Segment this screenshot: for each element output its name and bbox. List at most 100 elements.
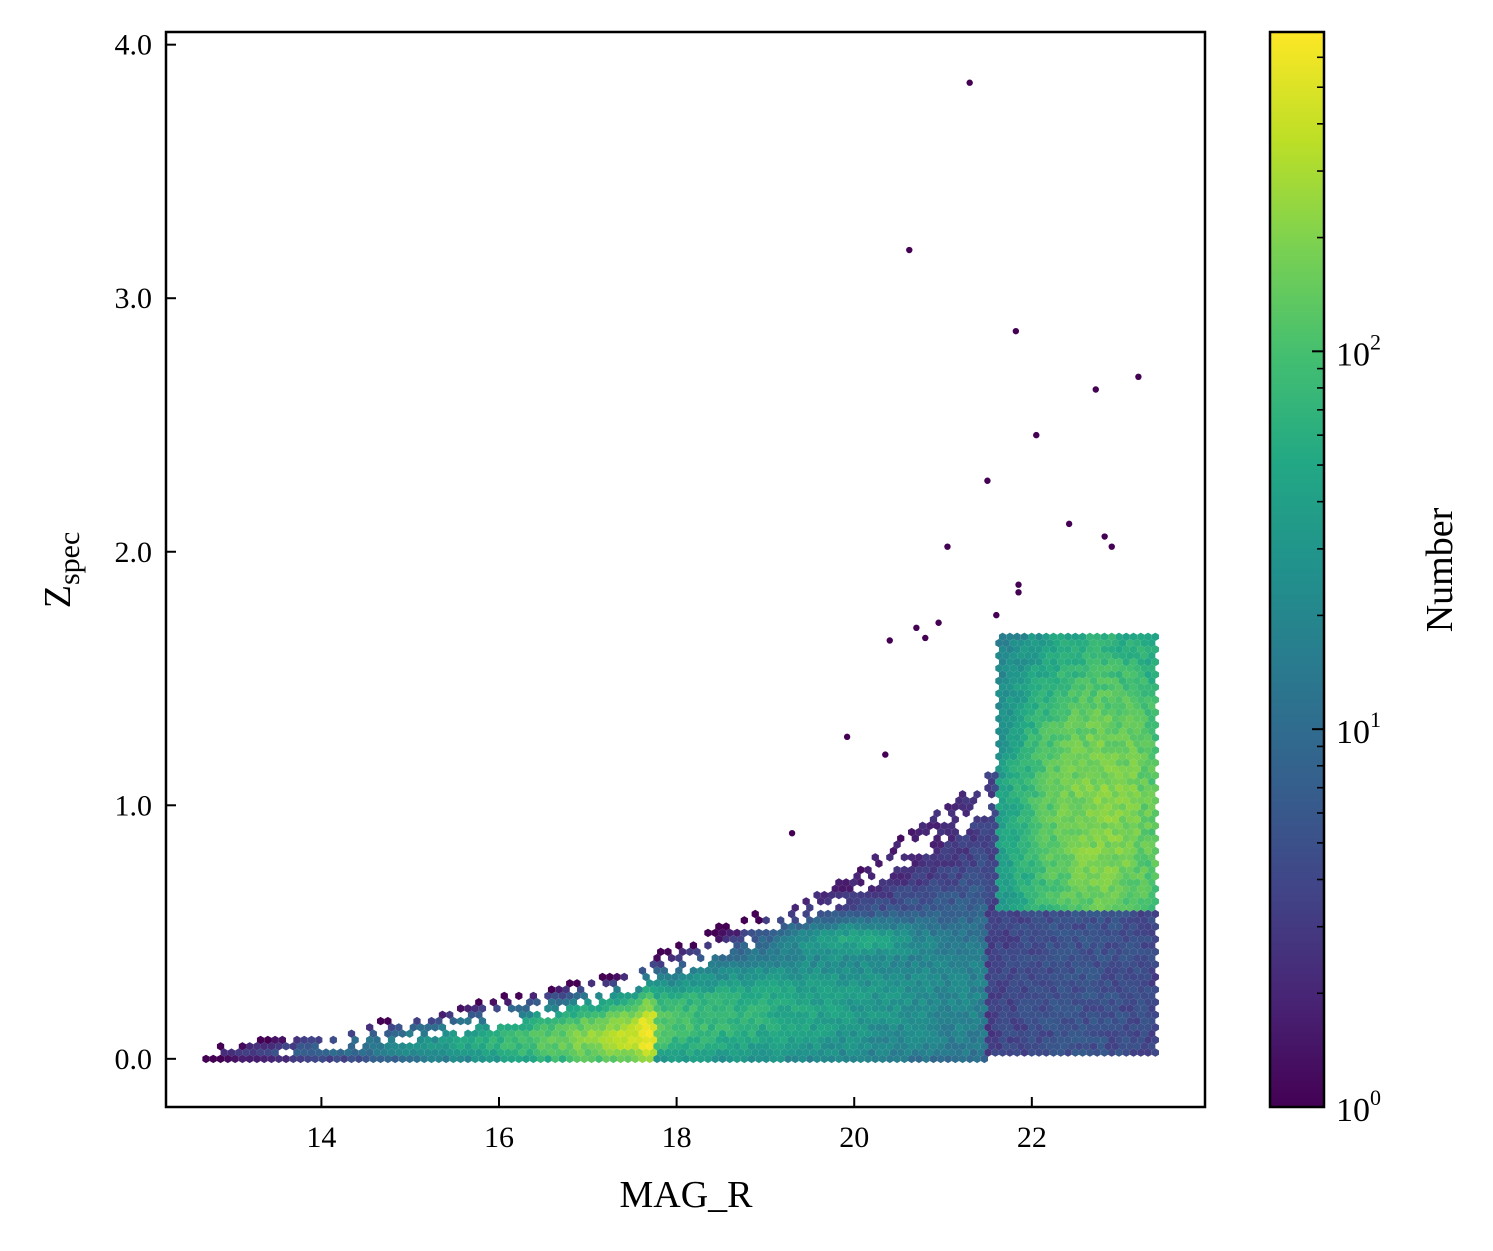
colorbar-tick-label: 102 bbox=[1336, 329, 1381, 373]
hexbin-cell bbox=[1140, 865, 1149, 875]
hexbin-cell bbox=[1020, 972, 1029, 982]
hexbin-cell bbox=[824, 897, 832, 906]
hexbin-cell bbox=[868, 909, 876, 919]
hexbin-cell bbox=[802, 922, 810, 931]
hexbin-cell bbox=[868, 1035, 876, 1045]
hexbin-cell bbox=[1031, 827, 1039, 837]
hexbin-cell bbox=[875, 935, 883, 944]
hexbin-cell bbox=[1017, 840, 1025, 849]
hexbin-cell bbox=[1104, 676, 1112, 686]
hexbin-cell bbox=[1097, 651, 1105, 660]
hexbin-cell bbox=[402, 1048, 410, 1057]
hexbin-cell bbox=[1075, 752, 1083, 761]
hexbin-cell bbox=[1093, 670, 1101, 679]
hexbin-cell bbox=[1133, 727, 1141, 736]
hexbin-cell bbox=[795, 935, 803, 944]
hexbin-cell bbox=[1068, 1042, 1076, 1051]
hexbin-cell bbox=[686, 947, 694, 956]
hexbin-cell bbox=[951, 928, 959, 938]
hexbin-cell bbox=[384, 1054, 392, 1064]
hexbin-cell bbox=[769, 1004, 778, 1013]
hexbin-cell bbox=[653, 979, 661, 988]
hexbin-cell bbox=[835, 916, 843, 925]
hexbin-cell bbox=[500, 1054, 508, 1064]
hexbin-cell bbox=[1151, 796, 1159, 805]
hexbin-cell bbox=[1013, 1010, 1021, 1019]
hexbin-cell bbox=[969, 960, 978, 969]
hexbin-cell bbox=[995, 727, 1003, 736]
hexbin-cell bbox=[1082, 638, 1090, 648]
hexbin-cell bbox=[984, 922, 992, 931]
hexbin-cell bbox=[1020, 1048, 1029, 1057]
hexbin-cell bbox=[860, 960, 868, 969]
hexbin-cell bbox=[1115, 632, 1123, 641]
hexbin-cell bbox=[951, 802, 959, 812]
hexbin-cell bbox=[442, 1042, 450, 1051]
hexbin-cell bbox=[1144, 972, 1152, 982]
hexbin-cell bbox=[1126, 878, 1134, 887]
hexbin-cell bbox=[1115, 758, 1123, 767]
hexbin-cell bbox=[1020, 758, 1029, 767]
hexbin-cell bbox=[296, 1054, 305, 1064]
hexbin-cell bbox=[1111, 865, 1119, 875]
hexbin-cell bbox=[737, 960, 745, 969]
hexbin-cell bbox=[897, 834, 905, 843]
hexbin-cell bbox=[751, 972, 759, 982]
hexbin-cell bbox=[1133, 701, 1141, 711]
hexbin-cell bbox=[1009, 802, 1018, 812]
hexbin-cell bbox=[693, 947, 701, 956]
hexbin-cell bbox=[973, 790, 981, 799]
hexbin-cell bbox=[1151, 872, 1159, 881]
hexbin-cell bbox=[307, 1048, 316, 1057]
hexbin-cell bbox=[1151, 1048, 1159, 1057]
hexbin-cell bbox=[1108, 695, 1116, 704]
hexbin-cell bbox=[1068, 701, 1076, 711]
hexbin-cell bbox=[1140, 991, 1149, 1001]
hexbin-cell bbox=[1042, 708, 1050, 717]
hexbin-cell bbox=[918, 897, 927, 906]
hexbin-cell bbox=[1104, 1029, 1112, 1038]
hexbin-cell bbox=[755, 1042, 763, 1051]
hexbin-cell bbox=[969, 985, 978, 994]
hexbin-cell bbox=[1104, 903, 1112, 912]
hexbin-cell bbox=[667, 1029, 676, 1038]
hexbin-cell bbox=[1115, 998, 1123, 1007]
hexbin-cell bbox=[362, 1054, 370, 1064]
hexbin-cell bbox=[1086, 645, 1094, 654]
hexbin-cell bbox=[1020, 834, 1029, 843]
hexbin-cell bbox=[831, 972, 839, 982]
hexbin-cell bbox=[893, 1029, 901, 1038]
hexbin-cell bbox=[1115, 935, 1123, 944]
hexbin-cell bbox=[1057, 1010, 1065, 1019]
hexbin-cell bbox=[984, 1048, 992, 1057]
hexbin-cell bbox=[293, 1035, 301, 1045]
hexbin-cell bbox=[533, 1023, 541, 1032]
hexbin-cell bbox=[1009, 764, 1018, 774]
hexbin-cell bbox=[948, 897, 956, 906]
hexbin-cell bbox=[587, 979, 596, 988]
hexbin-cell bbox=[478, 1054, 487, 1064]
hexbin-cell bbox=[795, 947, 803, 956]
hexbin-cell bbox=[944, 928, 952, 938]
hexbin-cell bbox=[995, 802, 1003, 812]
hexbin-cell bbox=[977, 859, 985, 868]
hexbin-cell bbox=[882, 909, 890, 919]
hexbin-cell bbox=[1031, 1004, 1039, 1013]
hexbin-cell bbox=[595, 991, 603, 1001]
hexbin-cell bbox=[1126, 953, 1134, 963]
hexbin-cell bbox=[958, 953, 967, 963]
hexbin-cell bbox=[387, 1048, 396, 1057]
hexbin-cell bbox=[1133, 689, 1141, 698]
hexbin-cell bbox=[911, 859, 919, 868]
hexbin-cell bbox=[718, 1004, 727, 1013]
hexbin-cell bbox=[1115, 733, 1123, 742]
hexbin-cell bbox=[827, 1029, 836, 1038]
hexbin-cell bbox=[609, 991, 618, 1001]
hexbin-cell bbox=[1111, 701, 1119, 711]
hexbin-cell bbox=[944, 941, 952, 950]
hexbin-cell bbox=[1078, 998, 1087, 1007]
hexbin-cell bbox=[1020, 796, 1029, 805]
hexbin-cell bbox=[697, 1042, 705, 1051]
hexbin-cell bbox=[1017, 1042, 1025, 1051]
hexbin-cell bbox=[878, 1042, 887, 1051]
